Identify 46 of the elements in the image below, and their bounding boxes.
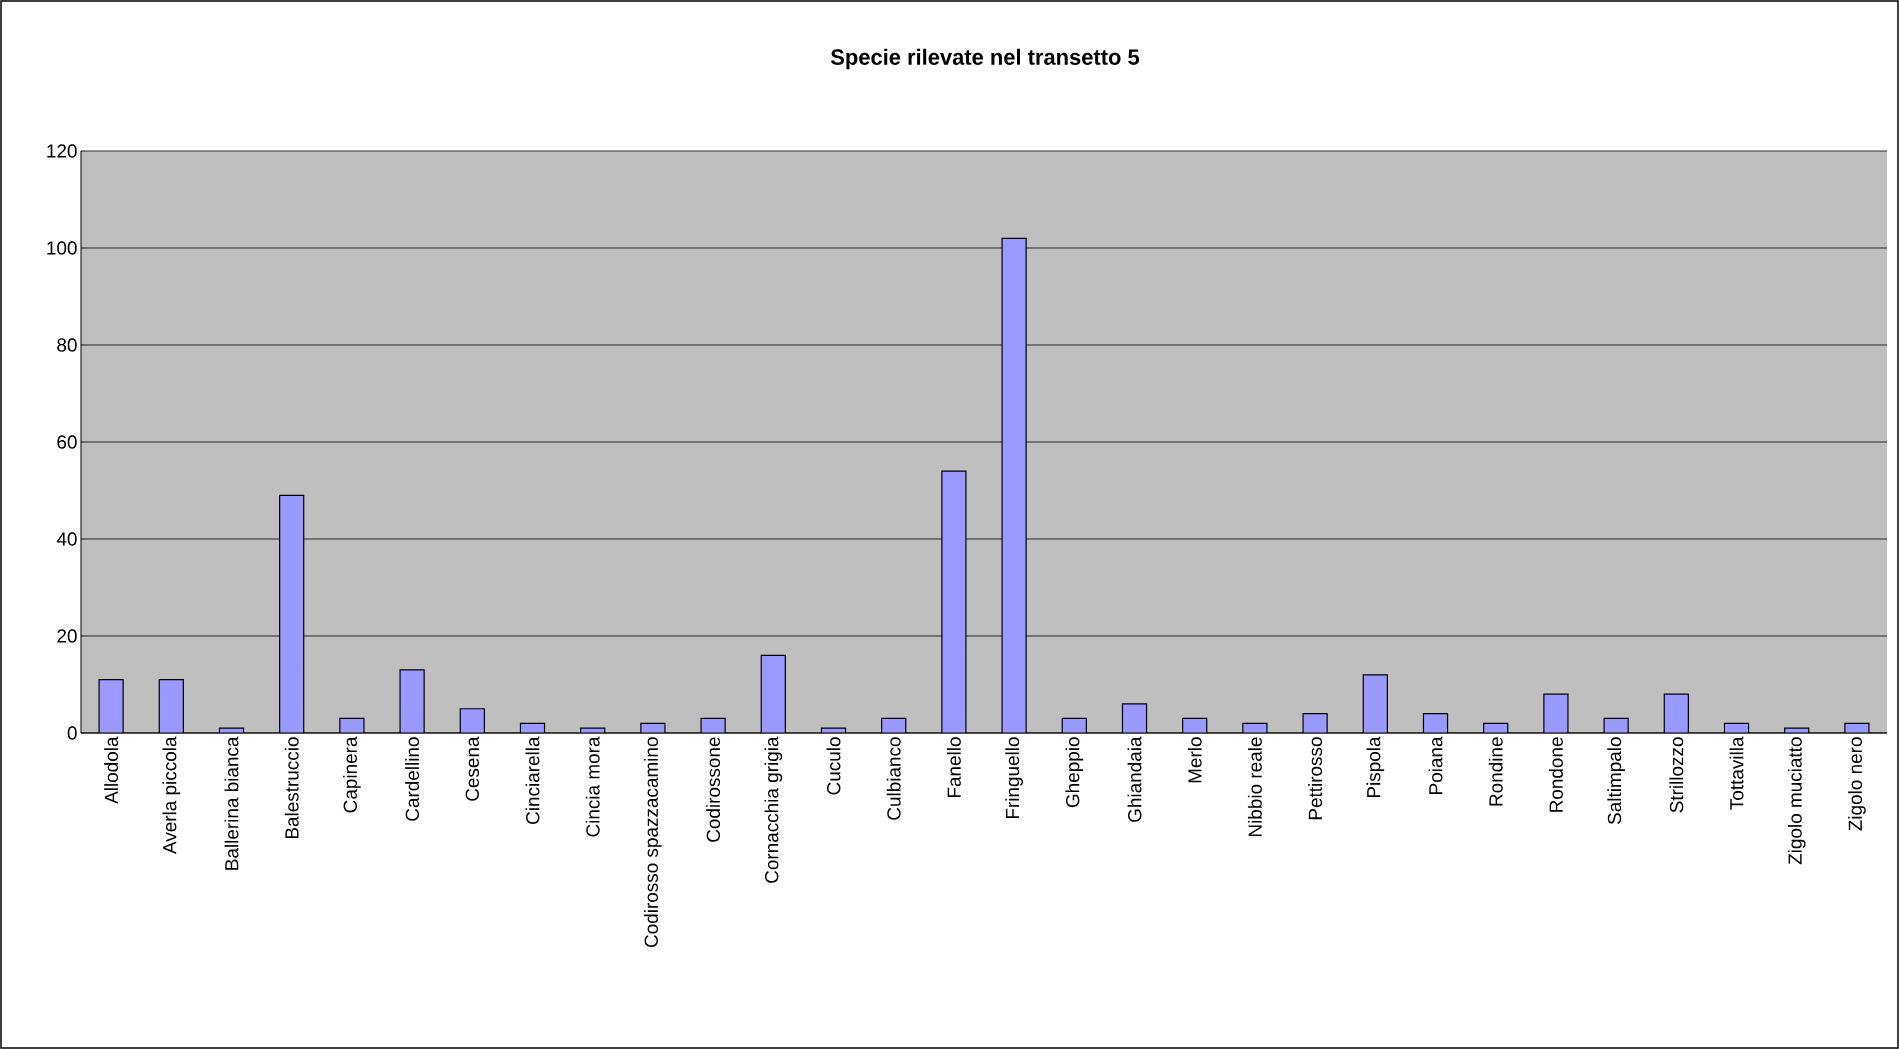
y-tick-label: 80 [57, 338, 77, 352]
bar [279, 494, 305, 733]
x-tick-label: Gheppio [1065, 737, 1084, 808]
bar [1001, 237, 1027, 733]
y-tick-label: 60 [57, 435, 77, 449]
x-tick-label: Culbianco [886, 737, 901, 820]
x-tick-label: Merlo [1187, 737, 1202, 783]
x-tick-label: Cardellino [405, 737, 420, 821]
x-tick-label: Averla piccola [162, 736, 181, 854]
x-tick-label: Nibbio reale [1247, 737, 1262, 836]
y-tick-label: 0 [67, 726, 77, 740]
x-tick-label: Fringuello [1005, 737, 1023, 819]
x-tick-label: Cesena [465, 736, 480, 801]
x-tick-label: Cincia mora [585, 736, 600, 837]
y-tick-label: 100 [47, 241, 77, 255]
x-tick-label: Allodola [104, 736, 119, 804]
x-tick-label: Fanello [946, 737, 961, 798]
x-tick-label: Capinera [343, 736, 361, 813]
bar [1362, 674, 1388, 733]
bar [158, 679, 184, 733]
x-tick-label: Zigolo muciatto [1787, 737, 1806, 865]
x-tick-label: Pettirosso [1308, 737, 1323, 820]
x-tick-label: Codirossone [706, 737, 721, 842]
x-tick-label: Rondone [1548, 737, 1563, 812]
x-tick-label: Saltimpalo [1607, 737, 1625, 825]
x-tick-label: Strillozzo [1669, 737, 1684, 813]
bar [1663, 693, 1689, 733]
x-tick-label: Ballerina bianca [224, 736, 239, 870]
x-tick-label: Zigolo nero [1848, 737, 1866, 831]
y-tick-label: 40 [56, 532, 77, 546]
x-tick-label: Ghiandaia [1127, 736, 1142, 822]
x-tick-label: Rondine [1488, 737, 1503, 806]
bar [459, 708, 485, 733]
x-tick-label: Pispola [1366, 736, 1385, 798]
bar [941, 470, 967, 733]
x-tick-label: Cinciarella [525, 736, 540, 824]
y-tick-label: 20 [57, 629, 77, 643]
x-tick-label: Poiana [1428, 736, 1443, 794]
x-tick-label: Cuculo [826, 737, 841, 795]
x-tick-label: Balestruccio [284, 737, 299, 839]
x-tick-label: Codirosso spazzacamino [644, 737, 662, 948]
bar [760, 654, 786, 733]
x-tick-label: Cornacchia grigia [764, 736, 783, 883]
x-tick-label: Tottavilla [1729, 736, 1744, 810]
y-tick-label: 120 [47, 144, 77, 158]
chart-title: Specie rilevate nel transetto 5 [830, 48, 1140, 70]
